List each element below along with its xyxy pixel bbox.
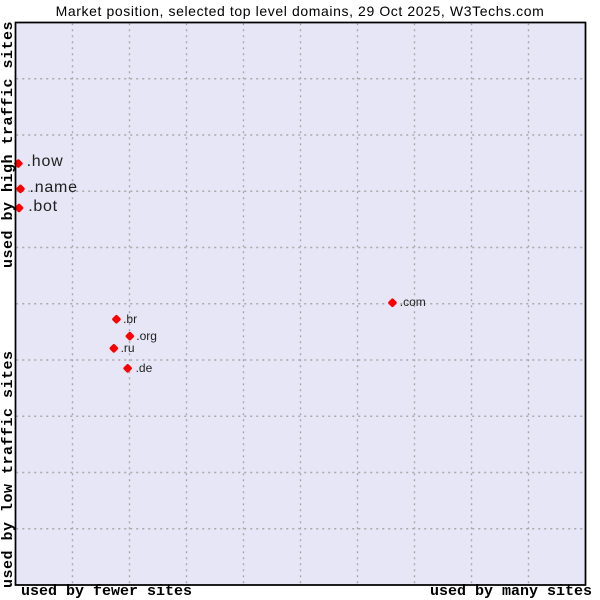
svg-text:used by high traffic sites: used by high traffic sites xyxy=(0,21,17,268)
svg-text:used by low traffic sites: used by low traffic sites xyxy=(0,350,17,588)
